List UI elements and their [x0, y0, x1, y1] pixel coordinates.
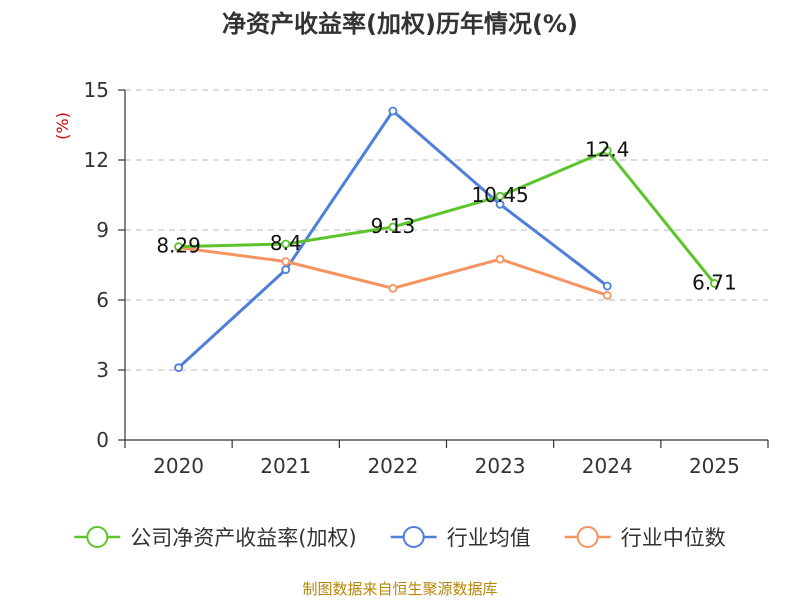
- data-point: [495, 199, 505, 209]
- chart-title: 净资产收益率(加权)历年情况(%): [222, 10, 578, 38]
- y-tick-label: 3: [96, 358, 109, 382]
- x-tick-label: 2025: [689, 454, 740, 478]
- y-tick-label: 0: [96, 428, 109, 452]
- data-point: [281, 265, 291, 275]
- x-tick-label: 2021: [260, 454, 311, 478]
- legend-label: 行业中位数: [621, 526, 726, 550]
- legend-label: 公司净资产收益率(加权): [130, 526, 356, 550]
- series-line: [178, 149, 716, 285]
- data-label: 8.4: [270, 231, 302, 255]
- data-point: [281, 239, 291, 249]
- data-point: [388, 222, 398, 232]
- y-tick-label: 6: [96, 288, 109, 312]
- x-tick-label: 2022: [367, 454, 418, 478]
- data-labels: 8.29 8.4 9.13 10.45 12.4 6.71: [156, 138, 736, 295]
- data-label: 8.29: [156, 234, 201, 258]
- data-label: 9.13: [371, 214, 416, 238]
- data-point: [602, 290, 612, 300]
- data-point: [174, 363, 183, 373]
- data-point: [495, 191, 505, 201]
- series-line: [177, 109, 609, 369]
- data-point: [174, 242, 183, 251]
- data-label: 12.4: [585, 138, 630, 162]
- axes: 0 3 6 9 12 15 2020 2021 2022 2023 2024 2025: [84, 78, 769, 478]
- data-point: [602, 146, 612, 156]
- data-point: [602, 281, 612, 291]
- series-lines: [174, 106, 719, 373]
- legend-circle-swatch: [402, 526, 425, 548]
- legend-item[interactable]: 公司净资产收益率(加权): [74, 526, 357, 550]
- x-tick-label: 2024: [582, 454, 633, 478]
- y-tick-label: 15: [84, 78, 109, 102]
- data-point: [495, 254, 505, 264]
- data-label: 6.71: [692, 270, 737, 294]
- y-tick-label: 12: [84, 148, 109, 172]
- x-tick-label: 2023: [475, 454, 526, 478]
- y-axis-unit-label: (%): [53, 112, 72, 140]
- x-tick-label: 2020: [153, 454, 204, 478]
- data-point: [281, 257, 291, 266]
- legend-label: 行业均值: [447, 526, 531, 550]
- y-tick-label: 9: [96, 218, 109, 242]
- legend[interactable]: 公司净资产收益率(加权) 行业均值 行业中位数: [74, 526, 726, 550]
- grid-lines: [125, 89, 768, 371]
- data-point: [388, 283, 398, 293]
- legend-circle-swatch: [576, 526, 599, 548]
- data-point: [710, 279, 719, 288]
- source-note: 制图数据来自恒生聚源数据库: [302, 580, 497, 598]
- data-point: [388, 106, 398, 116]
- legend-item[interactable]: 行业均值: [390, 526, 531, 550]
- data-label: 10.45: [471, 183, 528, 207]
- legend-item[interactable]: 行业中位数: [564, 526, 726, 550]
- legend-circle-swatch: [86, 526, 109, 548]
